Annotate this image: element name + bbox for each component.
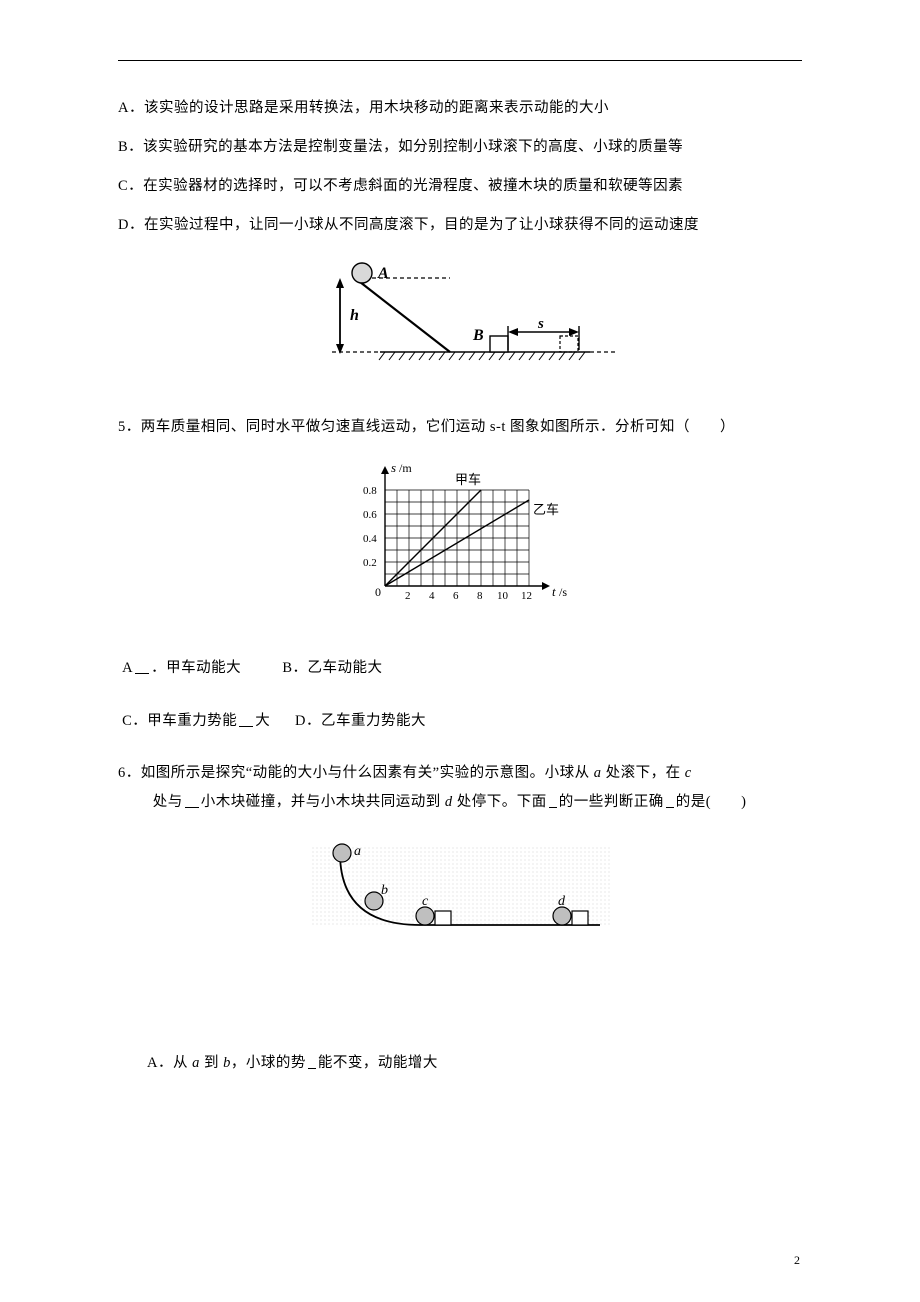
top-rule: [118, 60, 802, 61]
q5-chart: s /m t /s 0: [118, 456, 802, 621]
q4-option-d: D．在实验过程中，让同一小球从不同高度滚下，目的是为了让小球获得不同的运动速度: [118, 206, 802, 245]
q5-series-jia: 甲车: [455, 472, 481, 487]
q6-option-a: A．从 a 到 b，小球的势能不变，动能增大: [118, 1044, 802, 1083]
q6-a-label: a: [594, 765, 602, 781]
q6-stem-text7: 的是( ): [676, 794, 747, 810]
q6-optA-text4: 能不变，动能增大: [318, 1055, 438, 1071]
q5-optA-head: A: [122, 660, 133, 676]
q6-stem-text6: 的一些判断正确: [559, 794, 664, 810]
svg-text:10: 10: [497, 590, 509, 602]
q5-optC-tail: 大: [255, 713, 270, 729]
q4-option-a: A．该实验的设计思路是采用转换法，用木块移动的距离来表示动能的大小: [118, 89, 802, 128]
underline-icon: [666, 807, 674, 808]
q5-ylabel-unit: /m: [399, 461, 412, 475]
q6-stem: 6．如图所示是探究“动能的大小与什么因素有关”实验的示意图。小球从 a 处滚下，…: [118, 759, 802, 817]
q4-label-B: B: [472, 327, 484, 344]
q6-c-label: c: [685, 765, 692, 781]
q6-optA-b: b: [223, 1055, 231, 1071]
page-container: A．该实验的设计思路是采用转换法，用木块移动的距离来表示动能的大小 B．该实验研…: [0, 0, 920, 1302]
q6-d-label: d: [445, 794, 453, 810]
q5-stem: 5．两车质量相同、同时水平做匀速直线运动，它们运动 s-t 图象如图所示．分析可…: [118, 413, 802, 442]
q6-optA-text2: 到: [200, 1055, 223, 1071]
q5-series-yi: 乙车: [533, 502, 559, 517]
svg-text:4: 4: [429, 590, 435, 602]
q6-optA-a: a: [192, 1055, 200, 1071]
q4-option-b: B．该实验研究的基本方法是控制变量法，如分别控制小球滚下的高度、小球的质量等: [118, 128, 802, 167]
q4-label-A: A: [377, 265, 389, 282]
q5-optD: D．乙车重力势能大: [295, 713, 426, 729]
page-number: 2: [794, 1253, 800, 1268]
q6-figure: a b c d: [118, 839, 802, 954]
svg-text:0.8: 0.8: [363, 485, 377, 497]
svg-text:0.2: 0.2: [363, 557, 377, 569]
q5-optC-head: C．甲车重力势能: [122, 713, 237, 729]
q5-xlabel: t: [552, 584, 556, 599]
underline-icon: [308, 1068, 316, 1069]
svg-text:12: 12: [521, 590, 532, 602]
svg-text:8: 8: [477, 590, 483, 602]
q6-stem-text2: 处滚下，在: [602, 765, 685, 781]
svg-text:0.4: 0.4: [363, 533, 377, 545]
q6-stem-text3: 处与: [153, 794, 183, 810]
q4-figure: A h B s: [118, 260, 802, 385]
q6-label-d: d: [558, 894, 566, 909]
q6-label-a: a: [354, 844, 361, 859]
q5-options-row2: C．甲车重力势能 大 D．乙车重力势能大: [118, 702, 802, 741]
q4-label-h: h: [350, 307, 359, 324]
svg-text:6: 6: [453, 590, 459, 602]
underline-icon: [185, 807, 199, 808]
underline-icon: [549, 807, 557, 808]
q5-ylabel: s: [391, 460, 396, 475]
underline-icon: [239, 726, 253, 727]
q4-label-s: s: [537, 316, 544, 332]
q6-stem-text5: 处停下。下面: [453, 794, 547, 810]
q5-origin: 0: [375, 585, 381, 599]
q6-label-c: c: [422, 894, 429, 909]
q5-optB: B．乙车动能大: [282, 660, 382, 676]
q6-stem-text: 6．如图所示是探究“动能的大小与什么因素有关”实验的示意图。小球从: [118, 765, 594, 781]
q5-optA-tail: ．甲车动能大: [151, 660, 241, 676]
svg-text:0.6: 0.6: [363, 509, 377, 521]
q5-xlabel-unit: /s: [559, 585, 567, 599]
q6-optA-text3: ，小球的势: [231, 1055, 306, 1071]
q6-optA-text1: A．从: [147, 1055, 192, 1071]
q4-option-c: C．在实验器材的选择时，可以不考虑斜面的光滑程度、被撞木块的质量和软硬等因素: [118, 167, 802, 206]
q6-stem-text4: 小木块碰撞，并与小木块共同运动到: [201, 794, 445, 810]
underline-icon: [135, 673, 149, 674]
svg-text:2: 2: [405, 590, 411, 602]
q5-options-row1: A ．甲车动能大 B．乙车动能大: [118, 649, 802, 688]
q6-label-b: b: [381, 883, 388, 898]
